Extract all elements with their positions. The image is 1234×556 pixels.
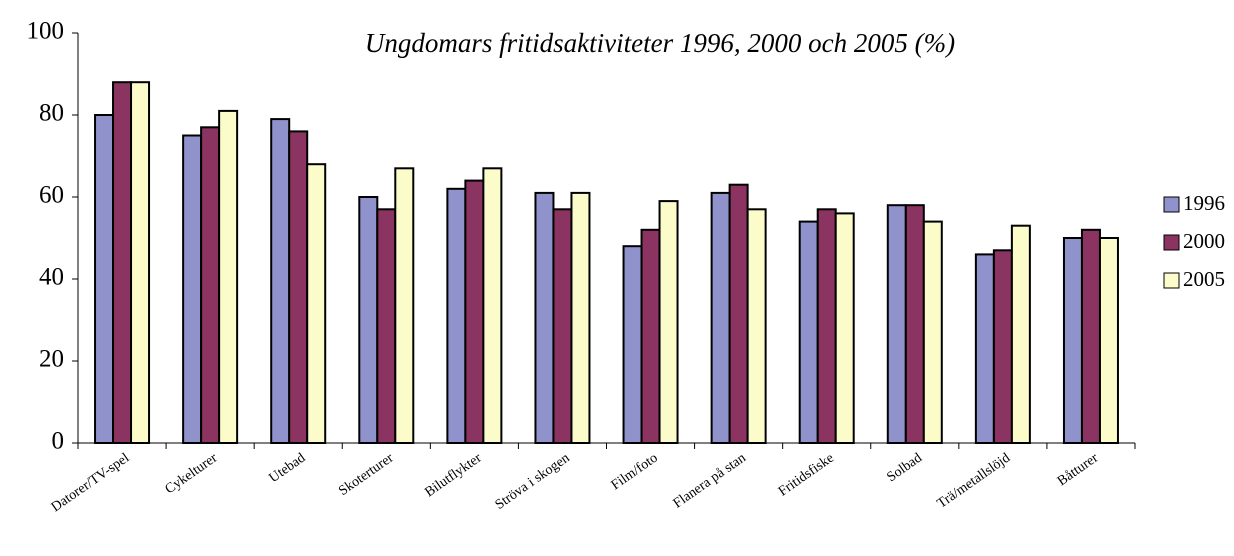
bar — [992, 249, 1013, 444]
legend-swatch — [1163, 234, 1180, 251]
bar — [728, 183, 749, 444]
bar — [534, 191, 555, 444]
legend-label: 2000 — [1183, 229, 1225, 253]
x-tick-label: Flanera på stan — [671, 451, 749, 512]
y-tick-label: 40 — [39, 264, 64, 291]
x-tick-label: Båtturer — [1055, 450, 1101, 489]
bar — [658, 200, 679, 444]
bar — [622, 245, 643, 444]
bar — [904, 204, 925, 444]
bar — [482, 167, 503, 445]
bar — [218, 109, 239, 445]
bar — [446, 187, 467, 444]
y-tick-label: 0 — [52, 428, 65, 455]
bar — [376, 208, 397, 444]
y-tick-label: 100 — [27, 18, 65, 45]
x-tick-label: Solbad — [884, 451, 924, 486]
y-tick-label: 60 — [39, 182, 64, 209]
x-tick-label: Cykelturer — [163, 450, 221, 497]
bar — [182, 134, 203, 444]
bar — [640, 228, 661, 444]
y-tick-label: 20 — [39, 346, 64, 373]
bar — [922, 220, 943, 444]
x-tick-label: Film/foto — [609, 451, 661, 494]
bar — [130, 81, 151, 444]
legend-swatch — [1163, 272, 1180, 289]
chart-title: Ungdomars fritidsaktiviteter 1996, 2000 … — [365, 28, 955, 58]
bar — [570, 191, 591, 444]
x-tick-label: Ströva i skogen — [493, 451, 573, 513]
bar — [94, 114, 115, 444]
y-tick-label: 80 — [39, 100, 64, 127]
legend-label: 2005 — [1183, 267, 1225, 291]
x-tick-label: Skoterturer — [336, 450, 396, 499]
bar — [112, 81, 133, 444]
bar — [816, 208, 837, 444]
bar — [1098, 237, 1119, 444]
bar — [1010, 224, 1031, 444]
x-tick-label: Utebad — [267, 451, 309, 486]
bar — [798, 220, 819, 444]
bar — [306, 163, 327, 444]
legend-label: 1996 — [1183, 191, 1225, 215]
x-tick-label: Fritidsfiske — [776, 451, 837, 500]
bar — [288, 130, 309, 444]
bar — [974, 253, 995, 444]
bar — [552, 208, 573, 444]
x-tick-label: Datorer/TV-spel — [49, 451, 132, 516]
bar — [358, 196, 379, 444]
bar — [1062, 237, 1083, 444]
legend-swatch — [1163, 196, 1180, 213]
bar — [746, 208, 767, 444]
bar — [1080, 228, 1101, 444]
bar — [886, 204, 907, 444]
bar — [464, 179, 485, 444]
bar — [834, 212, 855, 444]
x-tick-label: Bilutflykter — [422, 450, 484, 500]
bar — [200, 126, 221, 445]
x-tick-label: Trä/metallslöjd — [935, 451, 1013, 512]
bar — [394, 167, 415, 445]
bar — [270, 118, 291, 444]
bar — [710, 191, 731, 444]
